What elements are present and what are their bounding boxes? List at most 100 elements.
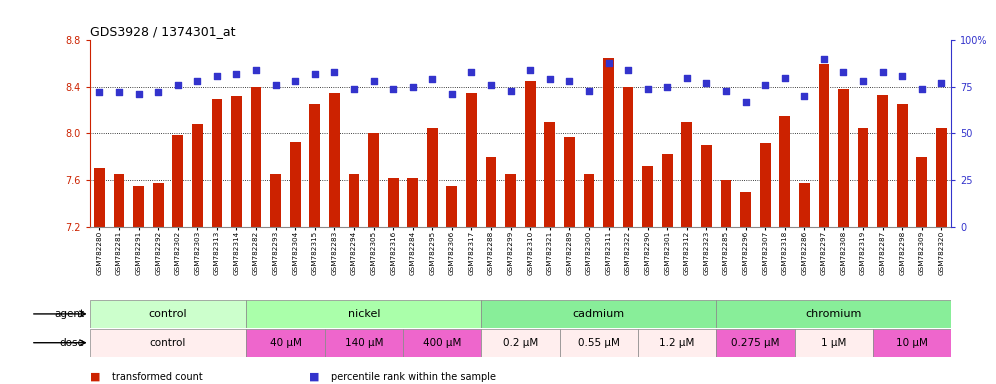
Text: GDS3928 / 1374301_at: GDS3928 / 1374301_at — [90, 25, 235, 38]
Bar — [779, 116, 790, 227]
Text: chromium: chromium — [806, 309, 862, 319]
Point — [169, 82, 185, 88]
Text: 40 μM: 40 μM — [270, 338, 302, 348]
Bar — [896, 104, 907, 227]
Bar — [94, 168, 105, 227]
Bar — [114, 174, 124, 227]
Bar — [211, 99, 222, 227]
Point — [483, 82, 499, 88]
Bar — [369, 134, 378, 227]
Bar — [584, 174, 595, 227]
Point — [189, 78, 205, 84]
Point — [816, 56, 832, 62]
Bar — [407, 178, 418, 227]
Bar — [795, 329, 872, 356]
Point — [777, 74, 793, 81]
Point — [659, 84, 675, 90]
Point — [621, 67, 636, 73]
Point — [562, 78, 578, 84]
Text: dose: dose — [60, 338, 85, 348]
Point — [130, 91, 146, 98]
Point — [738, 99, 754, 105]
Bar — [270, 174, 281, 227]
Point — [503, 88, 519, 94]
Bar — [760, 143, 771, 227]
Text: 0.2 μM: 0.2 μM — [503, 338, 538, 348]
Bar — [642, 166, 653, 227]
Point — [404, 84, 420, 90]
Bar — [877, 95, 888, 227]
Bar — [721, 180, 731, 227]
Text: ■: ■ — [309, 372, 320, 382]
Text: 10 μM: 10 μM — [896, 338, 928, 348]
Point — [679, 74, 695, 81]
Point — [444, 91, 460, 98]
Text: cadmium: cadmium — [573, 309, 624, 319]
Bar — [662, 154, 672, 227]
Text: agent: agent — [55, 309, 85, 319]
Point — [601, 60, 617, 66]
Point — [639, 86, 655, 92]
Text: percentile rank within the sample: percentile rank within the sample — [331, 372, 496, 382]
Bar — [505, 174, 516, 227]
Point — [522, 67, 538, 73]
Text: 0.275 μM: 0.275 μM — [731, 338, 780, 348]
Point — [287, 78, 303, 84]
Point — [836, 69, 852, 75]
Point — [581, 88, 597, 94]
Bar — [90, 300, 246, 328]
Bar — [637, 329, 716, 356]
Point — [248, 67, 264, 73]
Point — [366, 78, 381, 84]
Bar — [325, 329, 403, 356]
Point — [797, 93, 813, 99]
Bar — [349, 174, 360, 227]
Point — [209, 73, 225, 79]
Bar — [466, 93, 477, 227]
Point — [757, 82, 773, 88]
Bar — [172, 135, 183, 227]
Point — [874, 69, 890, 75]
Bar — [564, 137, 575, 227]
Text: ■: ■ — [90, 372, 101, 382]
Bar — [486, 157, 496, 227]
Bar — [525, 81, 536, 227]
Bar — [427, 127, 437, 227]
Bar — [192, 124, 203, 227]
Point — [718, 88, 734, 94]
Bar — [838, 89, 849, 227]
Bar — [329, 93, 340, 227]
Point — [424, 76, 440, 83]
Bar — [133, 186, 144, 227]
Bar — [446, 186, 457, 227]
Point — [327, 69, 343, 75]
Point — [92, 89, 108, 96]
Bar — [701, 145, 712, 227]
Point — [346, 86, 362, 92]
Point — [933, 80, 949, 86]
Bar — [251, 87, 262, 227]
Point — [268, 82, 284, 88]
Point — [914, 86, 930, 92]
Text: 1 μM: 1 μM — [821, 338, 847, 348]
Bar — [872, 329, 951, 356]
Point — [698, 80, 714, 86]
Point — [542, 76, 558, 83]
Bar — [819, 64, 830, 227]
Bar — [799, 184, 810, 227]
Text: 140 μM: 140 μM — [345, 338, 383, 348]
Bar — [936, 127, 947, 227]
Bar — [246, 329, 325, 356]
Bar — [858, 127, 869, 227]
Text: 1.2 μM: 1.2 μM — [659, 338, 695, 348]
Text: 400 μM: 400 μM — [423, 338, 461, 348]
Text: control: control — [149, 338, 186, 348]
Point — [111, 89, 126, 96]
Bar — [90, 329, 246, 356]
Bar — [560, 329, 637, 356]
Bar — [310, 104, 320, 227]
Bar — [622, 87, 633, 227]
Bar — [387, 178, 398, 227]
Bar — [290, 142, 301, 227]
Bar — [604, 58, 614, 227]
